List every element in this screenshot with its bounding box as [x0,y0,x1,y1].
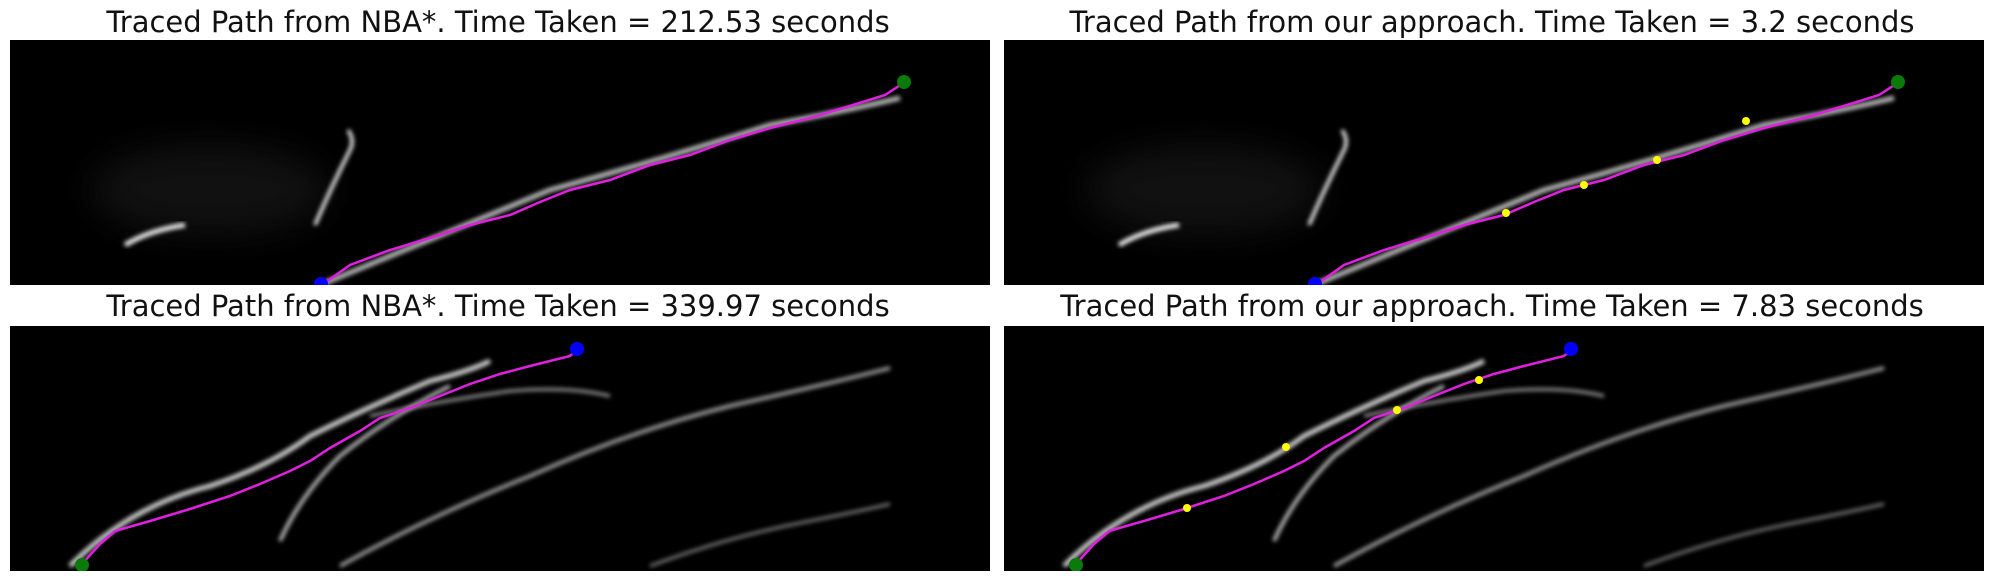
background-haze [90,145,330,235]
waypoint-marker [1475,376,1483,384]
microscopy-image-bottom-right [1004,326,1984,571]
start-marker [1564,342,1578,356]
dendrite-branch [319,95,901,285]
traced-path [321,80,906,285]
dendrite-fragment [313,128,355,226]
dendrite-branch [1062,358,1486,568]
end-marker [75,558,89,571]
waypoint-marker [1742,117,1750,125]
waypoint-marker [1502,209,1510,217]
start-marker [314,277,328,285]
traced-path [1315,80,1900,285]
dendrite-branch [68,358,492,568]
microscopy-image-bottom-left [10,326,990,571]
background-haze [1084,145,1324,235]
panel-title-top-right: Traced Path from our approach. Time Take… [1069,5,1915,39]
dendrite-branch [1643,502,1885,568]
dendrite-branch [649,502,891,568]
panel-title-bottom-right: Traced Path from our approach. Time Take… [1060,289,1924,323]
dendrite-branch [339,366,891,568]
end-marker [897,75,911,89]
start-marker [570,342,584,356]
end-marker [1069,558,1083,571]
waypoint-marker [1580,181,1588,189]
waypoint-marker [1183,504,1191,512]
end-marker [1891,75,1905,89]
panel-title-top-left: Traced Path from NBA*. Time Taken = 212.… [106,5,890,39]
microscopy-image-top-left [10,40,990,285]
waypoint-marker [1393,406,1401,414]
waypoint-marker [1282,443,1290,451]
traced-path [81,349,578,565]
dendrite-fragment [123,222,186,248]
dendrite-fragment [1117,222,1180,248]
dendrite-fragment [1307,128,1349,226]
dendrite-branch [1333,366,1885,568]
microscopy-image-top-right [1004,40,1984,285]
start-marker [1308,277,1322,285]
panel-title-bottom-left: Traced Path from NBA*. Time Taken = 339.… [106,289,890,323]
dendrite-branch [1313,95,1895,285]
waypoint-marker [1653,156,1661,164]
traced-path [1075,349,1572,565]
